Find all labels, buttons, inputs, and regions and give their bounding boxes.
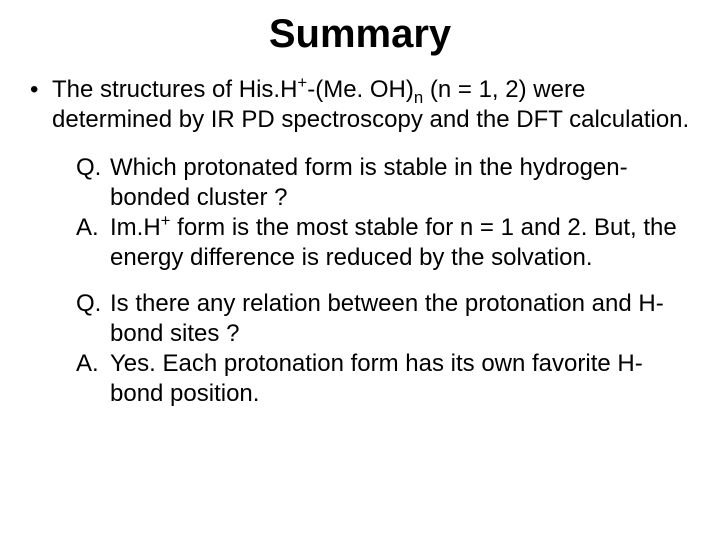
bullet-sup1: + <box>297 73 307 92</box>
bullet-item: • The structures of His.H+-(Me. OH)n (n … <box>30 75 690 135</box>
qa-block-1: Q. Which protonated form is stable in th… <box>76 153 690 273</box>
qa1-q-text: Which protonated form is stable in the h… <box>110 153 690 213</box>
qa2-q-text: Is there any relation between the proton… <box>110 289 690 349</box>
qa1-a-label: A. <box>76 213 110 243</box>
slide-title: Summary <box>30 12 690 57</box>
qa1-a-post: form is the most stable for n = 1 and 2.… <box>110 214 677 271</box>
qa2-a-text: Yes. Each protonation form has its own f… <box>110 349 690 409</box>
bullet-marker: • <box>30 75 52 105</box>
qa1-a-text: Im.H+ form is the most stable for n = 1 … <box>110 213 690 273</box>
qa1-answer: A. Im.H+ form is the most stable for n =… <box>76 213 690 273</box>
bullet-sub1: n <box>414 88 423 107</box>
bullet-pre: The structures of His.H <box>52 76 297 103</box>
qa2-question: Q. Is there any relation between the pro… <box>76 289 690 349</box>
qa1-a-sup: + <box>161 211 171 230</box>
bullet-text: The structures of His.H+-(Me. OH)n (n = … <box>52 75 690 135</box>
qa2-q-label: Q. <box>76 289 110 319</box>
slide: Summary • The structures of His.H+-(Me. … <box>0 0 720 540</box>
qa2-answer: A. Yes. Each protonation form has its ow… <box>76 349 690 409</box>
qa1-a-pre: Im.H <box>110 214 161 241</box>
qa-block-2: Q. Is there any relation between the pro… <box>76 289 690 409</box>
qa2-a-label: A. <box>76 349 110 379</box>
qa1-question: Q. Which protonated form is stable in th… <box>76 153 690 213</box>
bullet-mid1: -(Me. OH) <box>307 76 414 103</box>
qa1-q-label: Q. <box>76 153 110 183</box>
